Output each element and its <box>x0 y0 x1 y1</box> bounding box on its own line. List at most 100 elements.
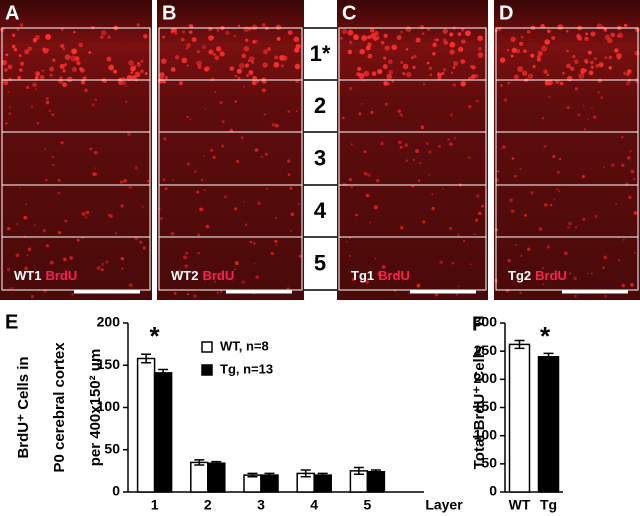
cell-dot <box>584 36 589 41</box>
cell-dot <box>391 80 394 83</box>
cell-dot <box>449 113 454 117</box>
cell-dot <box>6 267 11 272</box>
cell-dot <box>345 241 348 243</box>
cell-dot <box>142 246 147 250</box>
cell-dot <box>100 30 107 36</box>
cell-dot <box>397 109 401 113</box>
cell-dot <box>519 291 522 295</box>
cell-dot <box>186 115 189 119</box>
cell-dot <box>510 209 515 214</box>
panel-letter: C <box>342 2 356 24</box>
cell-dot <box>415 149 419 153</box>
cell-dot <box>24 203 27 206</box>
cell-dot <box>602 266 605 269</box>
cell-dot <box>477 52 484 58</box>
cell-dot <box>219 100 223 105</box>
cell-dot <box>616 53 622 59</box>
cell-dot <box>41 69 44 72</box>
sample-name: Tg1 <box>351 268 374 283</box>
cell-dot <box>140 59 144 63</box>
cell-dot <box>562 71 565 75</box>
bar <box>508 343 531 493</box>
cell-dot <box>24 266 28 271</box>
cell-dot <box>17 75 21 80</box>
cell-dot <box>127 132 131 137</box>
cell-dot <box>104 80 108 84</box>
cell-dot <box>69 256 73 260</box>
cell-dot <box>586 272 589 275</box>
cell-dot <box>287 110 291 113</box>
cell-dot <box>510 36 516 42</box>
cell-dot <box>431 193 434 196</box>
cell-dot <box>347 29 354 36</box>
cell-dot <box>101 262 105 266</box>
cell-dot <box>400 30 403 34</box>
cell-dot <box>604 56 608 60</box>
cell-dot <box>371 71 377 76</box>
cell-dot <box>628 195 632 200</box>
cell-dot <box>128 185 132 189</box>
cell-dot <box>626 81 631 86</box>
cell-dot <box>78 42 83 48</box>
cell-dot <box>273 61 280 68</box>
x-tick-label: 3 <box>257 497 265 513</box>
bar <box>243 474 262 493</box>
cell-dot <box>410 56 414 60</box>
cell-dot <box>415 37 421 43</box>
cell-dot <box>240 136 244 140</box>
cell-dot <box>369 221 372 224</box>
cell-dot <box>566 49 569 53</box>
cell-dot <box>254 148 259 152</box>
cell-dot <box>544 39 551 45</box>
stain-name: BrdU <box>378 268 410 283</box>
cell-dot <box>30 105 34 108</box>
cell-dot <box>96 266 101 271</box>
cell-dot <box>365 193 370 198</box>
cell-dot <box>633 211 638 216</box>
cell-dot <box>181 57 188 64</box>
cell-dot <box>475 193 480 198</box>
cell-dot <box>436 72 441 77</box>
cell-dot <box>251 61 254 64</box>
cell-dot <box>16 28 20 32</box>
cell-dot <box>564 251 568 256</box>
cell-dot <box>173 291 177 295</box>
cell-dot <box>404 143 409 148</box>
cell-dot <box>64 219 68 223</box>
cell-dot <box>428 66 433 70</box>
y-tick-label: 0 <box>489 483 497 499</box>
cell-dot <box>460 59 466 64</box>
cell-dot <box>630 282 634 287</box>
cell-dot <box>62 82 67 88</box>
cell-dot <box>30 294 34 299</box>
cell-dot <box>166 187 168 189</box>
cell-dot <box>125 85 128 88</box>
y-axis-label: Total BrdU⁺ Cells <box>471 346 488 470</box>
sample-name: Tg2 <box>508 268 531 283</box>
cell-dot <box>244 223 248 226</box>
cell-dot <box>549 203 553 207</box>
cell-dot <box>163 80 166 84</box>
panel-letter: F <box>472 313 484 335</box>
cell-dot <box>210 77 215 82</box>
cell-dot <box>447 138 450 141</box>
y-tick-label: 200 <box>474 370 498 386</box>
cell-dot <box>42 229 46 233</box>
cell-dot <box>177 270 181 273</box>
cell-dot <box>275 217 278 219</box>
cell-dot <box>412 65 416 70</box>
cell-dot <box>176 272 179 275</box>
cell-dot <box>253 262 256 265</box>
cell-dot <box>265 152 268 156</box>
cell-dot <box>625 182 629 185</box>
cell-dot <box>340 36 343 40</box>
cell-dot <box>547 29 551 34</box>
cell-dot <box>120 204 124 208</box>
cell-dot <box>471 65 476 70</box>
cell-dot <box>280 64 284 68</box>
cell-dot <box>630 169 635 174</box>
cell-dot <box>237 76 241 80</box>
cell-dot <box>559 81 564 86</box>
y-tick-label: 150 <box>474 398 498 414</box>
cell-dot <box>256 79 260 83</box>
